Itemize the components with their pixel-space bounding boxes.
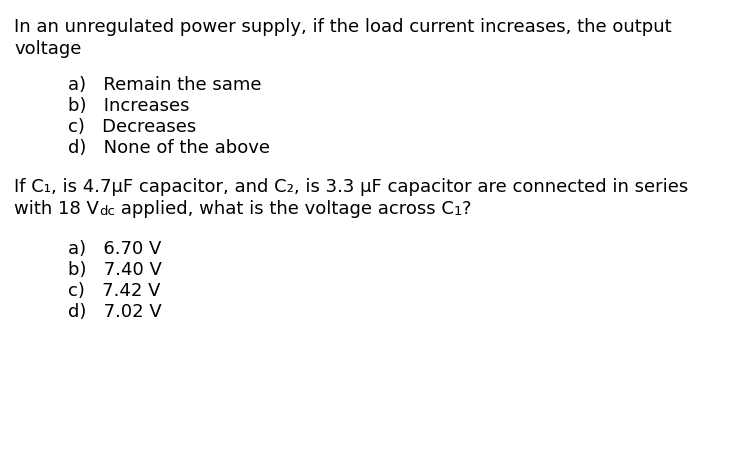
Text: b)   Increases: b) Increases	[68, 97, 190, 115]
Text: If C₁, is 4.7μF capacitor, and C₂, is 3.3 μF capacitor are connected in series: If C₁, is 4.7μF capacitor, and C₂, is 3.…	[14, 178, 688, 196]
Text: a)   Remain the same: a) Remain the same	[68, 76, 261, 94]
Text: voltage: voltage	[14, 40, 81, 58]
Text: applied, what is the voltage across C: applied, what is the voltage across C	[114, 200, 453, 218]
Text: d)   7.02 V: d) 7.02 V	[68, 303, 162, 321]
Text: with 18 V: with 18 V	[14, 200, 99, 218]
Text: b)   7.40 V: b) 7.40 V	[68, 261, 162, 279]
Text: c)   7.42 V: c) 7.42 V	[68, 282, 160, 300]
Text: a)   6.70 V: a) 6.70 V	[68, 240, 161, 258]
Text: In an unregulated power supply, if the load current increases, the output: In an unregulated power supply, if the l…	[14, 18, 672, 36]
Text: d)   None of the above: d) None of the above	[68, 139, 270, 157]
Text: dc: dc	[99, 205, 114, 218]
Text: c)   Decreases: c) Decreases	[68, 118, 197, 136]
Text: ?: ?	[462, 200, 471, 218]
Text: 1: 1	[453, 205, 462, 218]
